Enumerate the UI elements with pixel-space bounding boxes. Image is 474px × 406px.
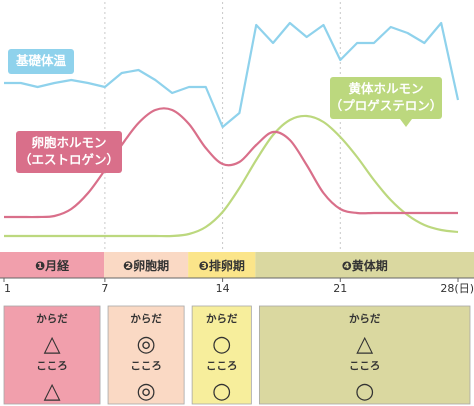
series-line-estrogen bbox=[4, 107, 458, 219]
phase-label-2: ❷卵胞期 bbox=[123, 258, 169, 273]
phase-label-3: ❸排卵期 bbox=[199, 258, 245, 273]
body-label: からだ bbox=[36, 313, 68, 325]
mind-label: こころ bbox=[36, 360, 68, 372]
mind-symbol: △ bbox=[44, 379, 61, 404]
phase-band-1 bbox=[0, 252, 105, 278]
phase-band-2 bbox=[104, 252, 189, 278]
tick-label-7: 7 bbox=[101, 282, 108, 295]
tick-label-21: 21 bbox=[333, 282, 347, 295]
condition-box-3 bbox=[191, 305, 252, 405]
mind-label: こころ bbox=[349, 360, 381, 372]
label-estrogen-text: 卵胞ホルモン bbox=[31, 135, 106, 150]
phase-band-4 bbox=[255, 252, 474, 278]
x-axis-ticks: 1 7 14 21 28(日) bbox=[3, 278, 474, 295]
phase-label-4: ❹黄体期 bbox=[342, 258, 388, 273]
body-symbol: △ bbox=[44, 332, 61, 357]
phase-band-3 bbox=[188, 252, 256, 278]
series-lines bbox=[4, 21, 460, 238]
condition-box-2 bbox=[107, 305, 185, 405]
phase-band: ❶月経 ❷卵胞期 ❸排卵期 ❹黄体期 bbox=[0, 252, 474, 279]
series-line-basal-body-temperature bbox=[4, 21, 460, 129]
label-estrogen-text: （エストロゲン） bbox=[19, 152, 119, 167]
label-estrogen: 卵胞ホルモン （エストロゲン） bbox=[16, 131, 122, 173]
body-symbol: △ bbox=[356, 332, 373, 357]
tick-label-14: 14 bbox=[216, 282, 230, 295]
body-symbol: ◎ bbox=[136, 332, 155, 357]
mind-label: こころ bbox=[206, 360, 238, 372]
body-label: からだ bbox=[349, 313, 381, 325]
body-label: からだ bbox=[206, 313, 238, 325]
tick-label-28: 28(日) bbox=[440, 282, 474, 295]
mind-label: こころ bbox=[130, 360, 162, 372]
mind-symbol: ○ bbox=[212, 379, 231, 404]
label-estrogen-bg bbox=[16, 131, 122, 173]
label-progesterone-pointer bbox=[400, 119, 412, 127]
mind-symbol: ◎ bbox=[136, 379, 155, 404]
body-symbol: ○ bbox=[212, 332, 231, 357]
condition-box-1 bbox=[3, 305, 101, 405]
condition-boxes: からだ △ こころ △ からだ ◎ こころ ◎ からだ ○ こころ ○ からだ △ こころ ○ bbox=[3, 305, 471, 405]
label-progesterone: 黄体ホルモン （プロゲステロン） bbox=[330, 77, 443, 119]
label-progesterone-bg bbox=[330, 77, 442, 119]
label-progesterone-text: （プロゲステロン） bbox=[330, 98, 443, 113]
label-basal-body-temperature-text: 基礎体温 bbox=[15, 53, 67, 68]
label-progesterone-text: 黄体ホルモン bbox=[348, 81, 423, 96]
label-basal-body-temperature-bg bbox=[8, 49, 74, 74]
series-line-progesterone bbox=[4, 114, 459, 238]
tick-label-1: 1 bbox=[4, 282, 11, 295]
label-basal-body-temperature: 基礎体温 bbox=[8, 49, 74, 74]
body-label: からだ bbox=[130, 313, 162, 325]
phase-label-1: ❶月経 bbox=[35, 258, 70, 273]
mind-symbol: ○ bbox=[355, 379, 374, 404]
condition-box-4 bbox=[258, 305, 471, 405]
